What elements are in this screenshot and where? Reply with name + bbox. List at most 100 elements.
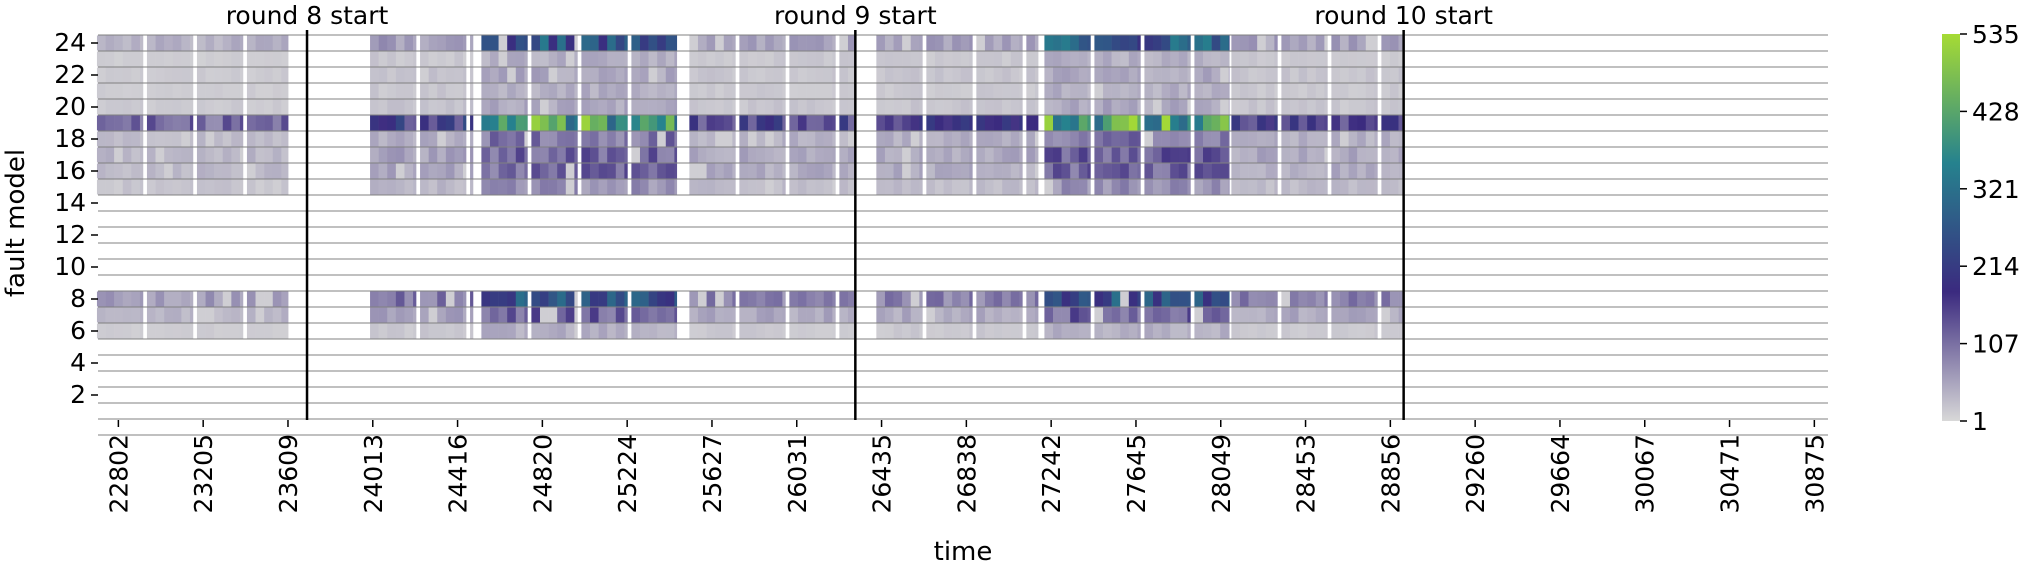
heatmap-cell [1137,83,1141,99]
heatmap-cell [507,323,517,339]
heatmap-cell [747,99,757,115]
heatmap-cell [1381,51,1391,67]
heatmap-cell [1381,115,1391,131]
heatmap-cell [370,291,379,307]
heatmap-cell [732,323,736,339]
heatmap-cell [1239,51,1249,67]
heatmap-cell [105,179,115,195]
heatmap-cell [1324,115,1328,131]
heatmap-cell [454,35,464,51]
heatmap-cell [370,147,379,163]
heatmap-cell [969,323,973,339]
heatmap-cell [607,163,617,179]
heatmap-cell [1120,35,1130,51]
heatmap-cell [272,323,282,339]
heatmap-cell [697,179,707,195]
heatmap-cell [146,67,156,83]
heatmap-cell [1374,323,1378,339]
heatmap-cell [797,99,807,115]
heatmap-cell [993,67,1003,83]
heatmap-cell [404,179,414,195]
heatmap-cell [893,291,903,307]
heatmap-cell [498,291,508,307]
heatmap-cell [1170,51,1180,67]
heatmap-cell [1211,147,1221,163]
heatmap-cell [1103,99,1112,115]
heatmap-cell [756,99,766,115]
heatmap-cell [139,67,144,83]
heatmap-cell [657,51,667,67]
heatmap-cell [1281,147,1291,163]
heatmap-cell [1187,291,1191,307]
heatmap-cell [1348,163,1358,179]
heatmap-cell [756,35,766,51]
heatmap-cell [205,51,215,67]
heatmap-cell [1257,147,1267,163]
heatmap-cell [281,131,289,147]
heatmap-cell [1061,99,1071,115]
heatmap-cell [1010,67,1020,83]
heatmap-cell [1094,51,1104,67]
heatmap-cell [1389,115,1399,131]
heatmap-cell [1239,83,1249,99]
heatmap-cell [943,147,953,163]
heatmap-cell [960,67,970,83]
heatmap-cell [756,51,766,67]
heatmap-cell [615,99,625,115]
heatmap-cell [387,147,397,163]
heatmap-cell [370,67,379,83]
heatmap-cell [1161,147,1171,163]
heatmap-cell [919,51,923,67]
heatmap-cell [926,291,936,307]
heatmap-cell [1298,35,1308,51]
heatmap-cell [1239,179,1249,195]
heatmap-cell [122,35,132,51]
heatmap-cell [943,163,953,179]
heatmap-cell [581,179,591,195]
heatmap-cell [723,291,733,307]
heatmap-cell [739,51,749,67]
heatmap-cell [1331,51,1341,67]
heatmap-cell [1187,67,1191,83]
heatmap-cell [1265,179,1275,195]
heatmap-cell [155,51,165,67]
heatmap-cell [489,147,499,163]
heatmap-cell [189,323,194,339]
heatmap-cell [105,147,115,163]
heatmap-cell [1010,323,1020,339]
heatmap-cell [454,131,464,147]
heatmap-cell [428,83,438,99]
heatmap-cell [1194,291,1204,307]
heatmap-cell [648,323,658,339]
heatmap-cell [131,323,141,339]
heatmap-cell [706,147,716,163]
heatmap-cell [524,179,528,195]
heatmap-cell [1128,99,1138,115]
heatmap-cell [1298,51,1308,67]
heatmap-cell [839,51,849,67]
heatmap-cell [732,147,736,163]
heatmap-cell [1274,307,1278,323]
heatmap-cell [1120,99,1130,115]
heatmap-cell [1389,179,1399,195]
heatmap-cell [231,147,241,163]
heatmap-cell [657,131,667,147]
heatmap-cell [139,307,144,323]
heatmap-cell [172,51,182,67]
heatmap-cell [205,83,215,99]
heatmap-cell [387,67,397,83]
y-tick-label: 2 [70,380,86,409]
heatmap-cell [463,147,467,163]
heatmap-cell [993,147,1003,163]
heatmap-cells [96,35,1404,339]
heatmap-cell [531,131,541,147]
heatmap-cell [674,307,678,323]
heatmap-cell [1274,131,1278,147]
heatmap-cell [1137,163,1141,179]
heatmap-cell [181,307,191,323]
heatmap-cell [839,147,849,163]
heatmap-cell [272,291,282,307]
heatmap-cell [489,99,499,115]
heatmap-cell [1002,307,1012,323]
heatmap-cell [1187,323,1191,339]
